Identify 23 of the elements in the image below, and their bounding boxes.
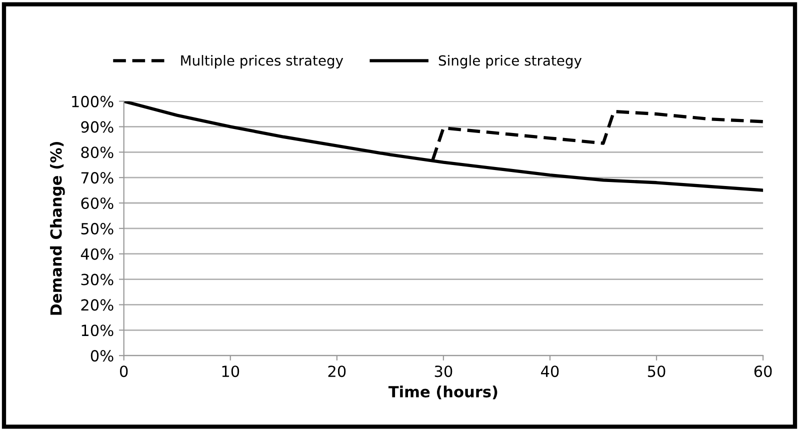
y-tick-label: 0%: [90, 350, 114, 362]
y-tick-label: 30%: [81, 274, 114, 286]
x-tick-label: 60: [754, 366, 772, 378]
legend-label: Single price strategy: [438, 55, 582, 68]
legend-label: Multiple prices strategy: [181, 55, 344, 68]
y-axis-title: Demand Change (%): [50, 142, 65, 315]
y-tick-label: 70%: [81, 172, 114, 184]
y-tick-label: 20%: [81, 299, 114, 311]
x-tick-label: 50: [648, 366, 666, 378]
y-tick-label: 10%: [82, 324, 114, 336]
y-tick-label: 60%: [81, 197, 114, 210]
y-tick-label: 80%: [81, 146, 114, 158]
x-tick-label: 10: [222, 366, 240, 378]
x-tick-label: 20: [328, 366, 346, 378]
y-tick-label: 90%: [81, 121, 114, 133]
x-tick-label: 30: [434, 366, 452, 378]
y-tick-label: 50%: [81, 222, 114, 234]
x-axis-title: Time (hours): [388, 386, 498, 400]
line-series: [124, 101, 764, 192]
x-tick-label: 0: [120, 366, 128, 378]
y-tick-label: 40%: [80, 248, 114, 260]
x-tick-label: 40: [541, 366, 559, 378]
y-tick-label: 100%: [72, 96, 114, 108]
